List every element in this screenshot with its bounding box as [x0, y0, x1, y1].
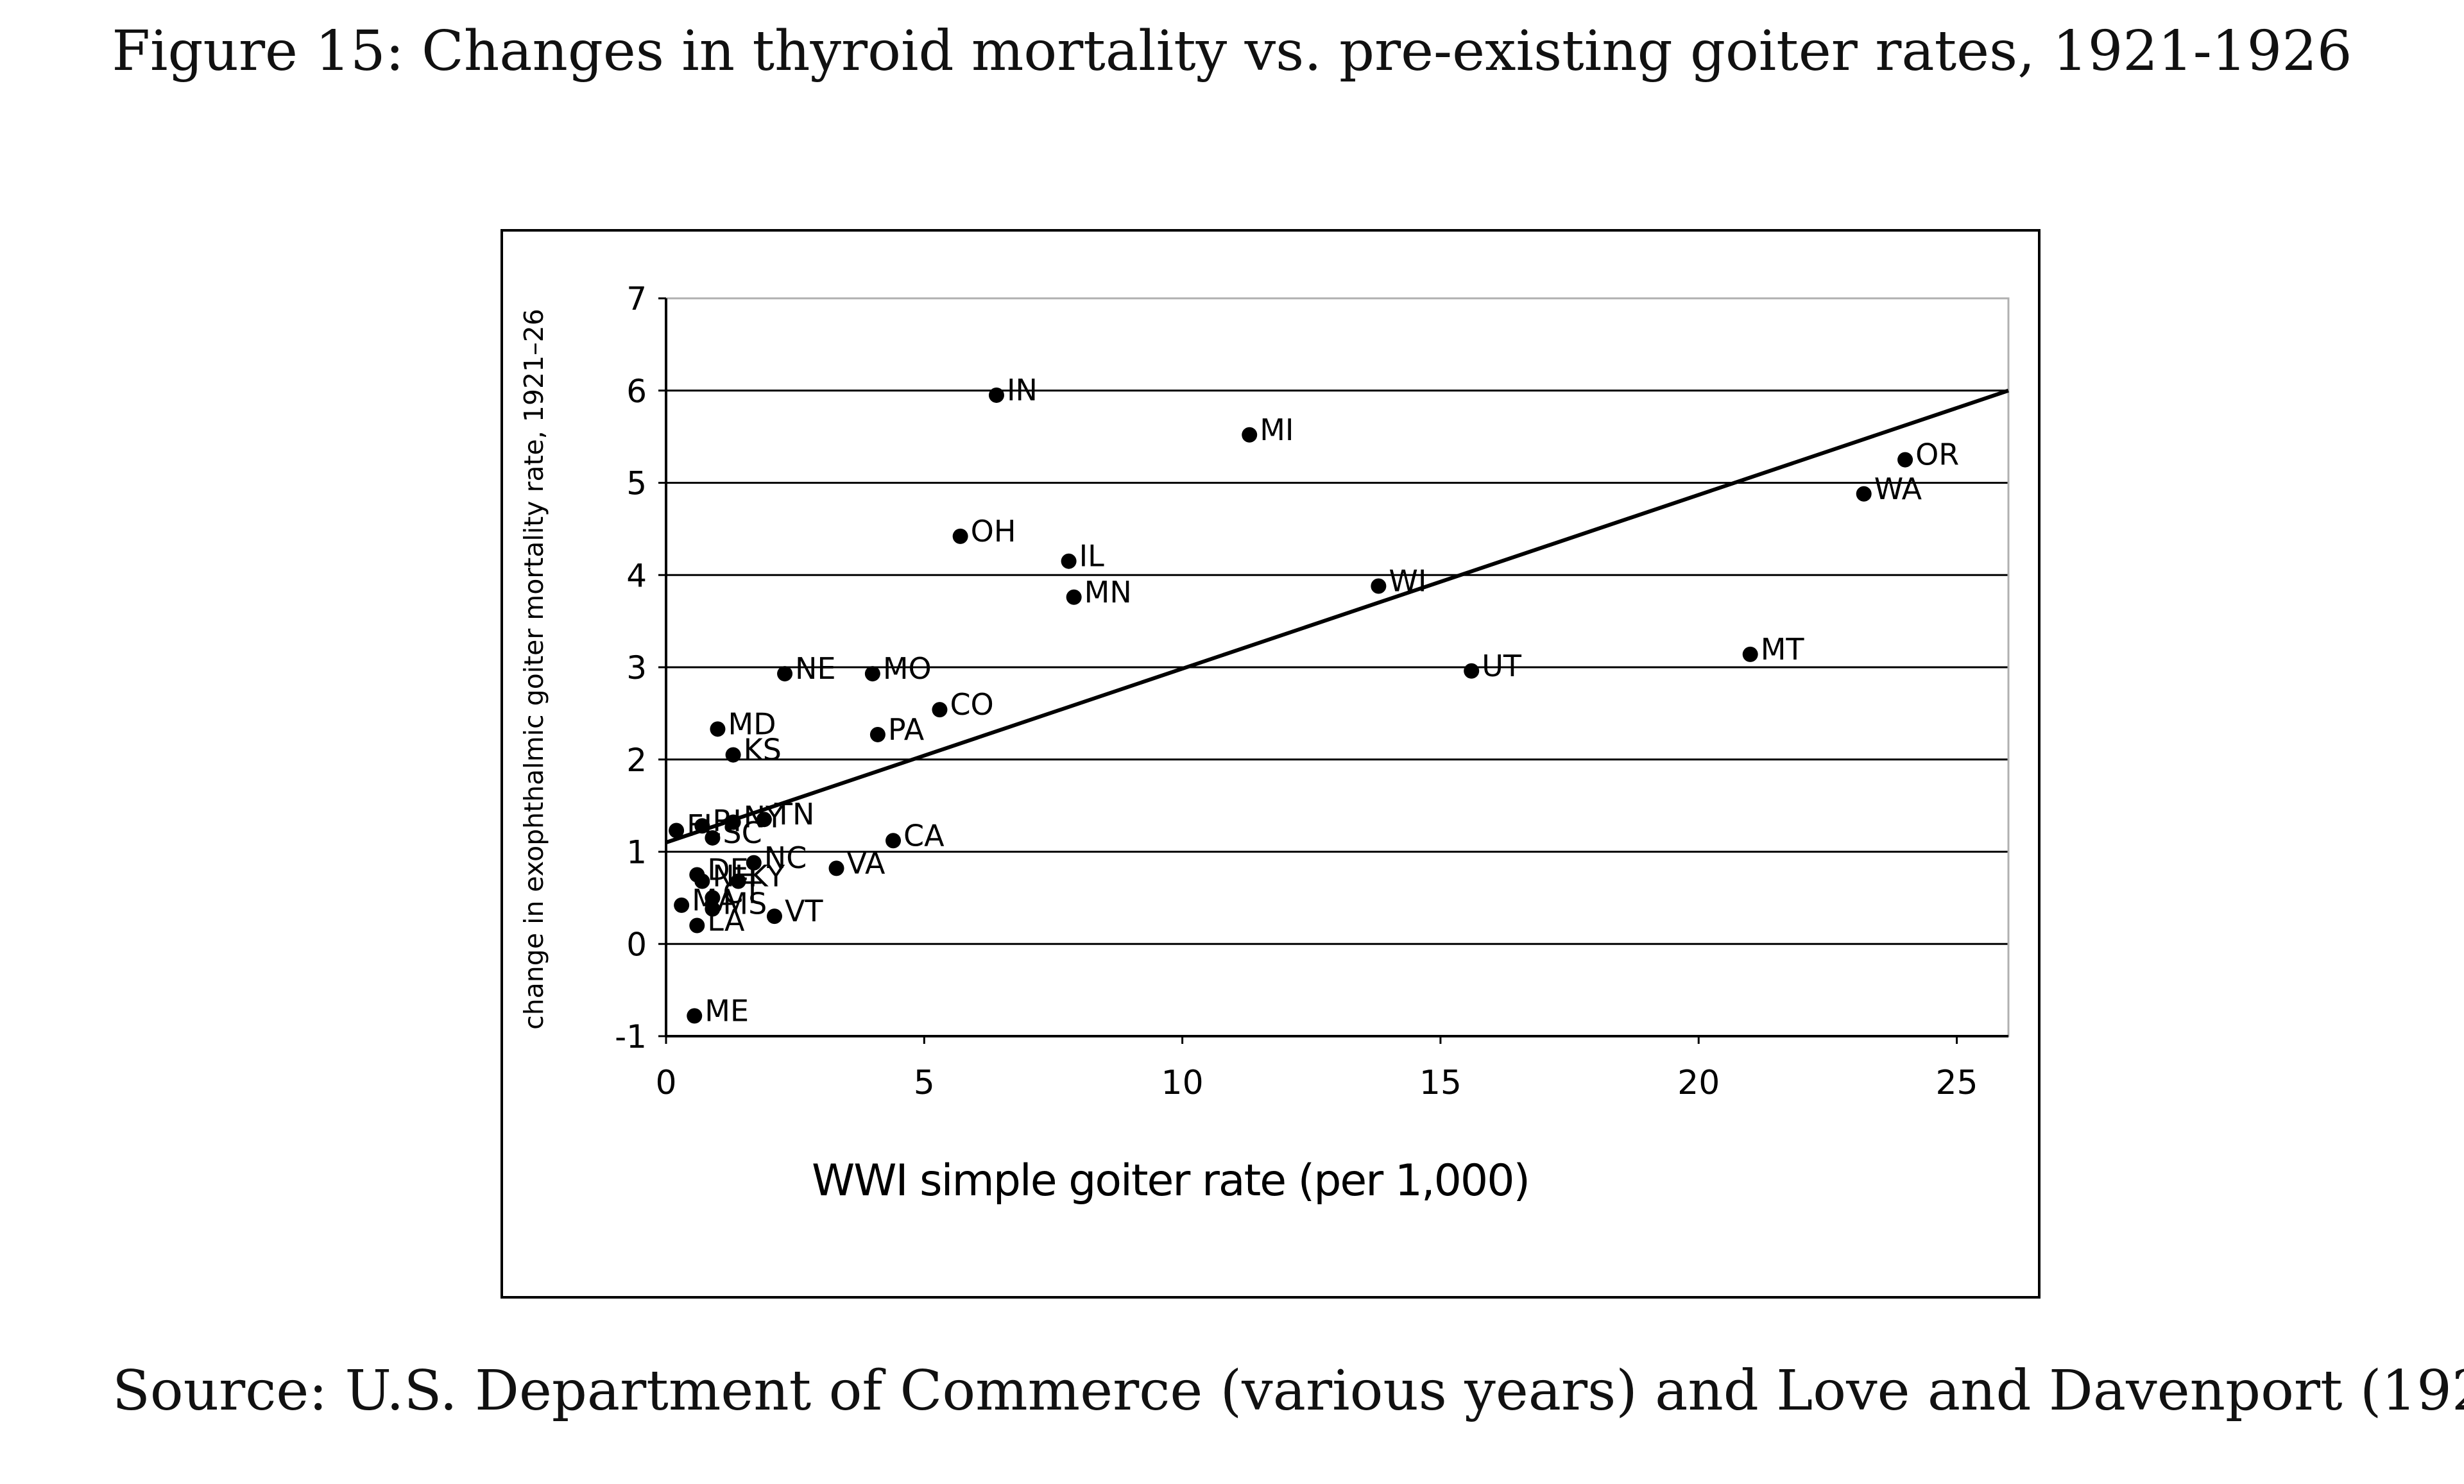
point-label-il: IL: [1079, 539, 1105, 574]
data-point-va: [828, 860, 844, 876]
data-point-la: [689, 917, 705, 934]
data-point-pa: [869, 726, 886, 742]
data-point-co: [932, 702, 948, 718]
data-point-or: [1897, 452, 1913, 468]
y-tick-label: 6: [626, 373, 647, 410]
source-note: Source: U.S. Department of Commerce (var…: [112, 1359, 2464, 1423]
point-label-mo: MO: [883, 651, 932, 686]
data-point-wi: [1371, 578, 1387, 594]
data-point-ky: [730, 873, 746, 889]
y-tick-label: 4: [626, 557, 647, 594]
data-point-ny: [725, 814, 741, 830]
fit-line-group: [665, 388, 2009, 844]
point-label-mn: MN: [1084, 575, 1132, 610]
data-point-mt: [1742, 646, 1758, 662]
data-point-me: [687, 1008, 703, 1024]
y-tick-label: 3: [626, 649, 647, 687]
point-label-wi: WI: [1389, 564, 1426, 599]
x-axis-label: WWI simple goiter rate (per 1,000): [812, 1156, 1529, 1206]
data-point-ms: [705, 901, 721, 917]
y-axis-label: change in exophthalmic goiter mortality …: [518, 309, 549, 1030]
point-label-wa: WA: [1874, 472, 1922, 506]
data-point-ks: [725, 747, 741, 763]
point-label-me: ME: [705, 993, 749, 1028]
x-tick-label: 20: [1677, 1064, 1720, 1102]
y-tick-label: 5: [626, 465, 647, 502]
point-label-md: MD: [728, 706, 776, 741]
y-tick-label: 7: [626, 280, 647, 318]
data-point-ma: [674, 897, 690, 913]
y-tick-label: -1: [615, 1018, 647, 1055]
data-point-ne: [777, 666, 793, 682]
data-point-sc: [705, 830, 721, 846]
figure-title: Figure 15: Changes in thyroid mortality …: [112, 19, 2352, 83]
data-point-oh: [952, 528, 968, 544]
data-point-md: [710, 721, 726, 737]
point-label-ny: NY: [744, 800, 784, 835]
data-point-mo: [864, 666, 880, 682]
point-label-la: LA: [707, 903, 745, 938]
point-label-vt: VT: [785, 894, 823, 928]
point-label-tn: TN: [774, 797, 815, 832]
data-point-ct: [705, 890, 721, 906]
point-label-mt: MT: [1761, 632, 1805, 667]
data-point-ut: [1464, 663, 1480, 679]
data-point-vt: [766, 908, 782, 925]
point-label-oh: OH: [971, 514, 1016, 549]
data-point-wa: [1856, 486, 1872, 502]
point-label-nc: NC: [764, 840, 807, 875]
point-label-ne: NE: [795, 651, 835, 686]
chart-frame: -1 0 1 2 3 4 5 6 7 0 5 10 15 20 25 IN MI OR WA OH IL MN WI MT U…: [501, 229, 2041, 1299]
y-tick-label: 0: [626, 926, 647, 963]
data-point-ca: [886, 833, 902, 849]
data-point-ri: [694, 818, 710, 834]
point-label-sc: SC: [723, 815, 762, 850]
point-label-pa: PA: [888, 712, 925, 747]
x-tick-label: 10: [1161, 1064, 1204, 1102]
point-label-va: VA: [847, 846, 886, 880]
point-label-in: IN: [1007, 373, 1038, 407]
x-tick-label: 5: [914, 1064, 935, 1102]
data-point-nc: [746, 855, 762, 871]
x-tick-label: 25: [1935, 1064, 1978, 1102]
point-label-co: CO: [950, 687, 993, 722]
point-label-ms: MS: [723, 887, 767, 921]
data-point-tn: [756, 812, 772, 828]
point-label-ca: CA: [903, 818, 945, 853]
data-point-il: [1061, 553, 1077, 569]
point-label-ut: UT: [1482, 649, 1522, 683]
data-point-mi: [1242, 427, 1258, 443]
data-point-mn: [1066, 589, 1082, 605]
data-point-nh: [694, 873, 710, 889]
data-point-fl: [669, 823, 685, 839]
point-label-ks: KS: [744, 733, 782, 767]
point-label-ky: KY: [749, 859, 786, 894]
fit-line: [665, 388, 2009, 844]
point-label-mi: MI: [1260, 413, 1294, 447]
y-tick-label: 2: [626, 742, 647, 779]
point-label-ct: CT: [723, 875, 762, 910]
x-tick-label: 0: [655, 1064, 676, 1102]
point-label-or: OR: [1915, 438, 1959, 472]
x-tick-label: 15: [1419, 1064, 1462, 1102]
y-tick-label: 1: [626, 834, 647, 871]
data-point-in: [988, 387, 1004, 403]
gridlines: [666, 297, 2008, 1037]
